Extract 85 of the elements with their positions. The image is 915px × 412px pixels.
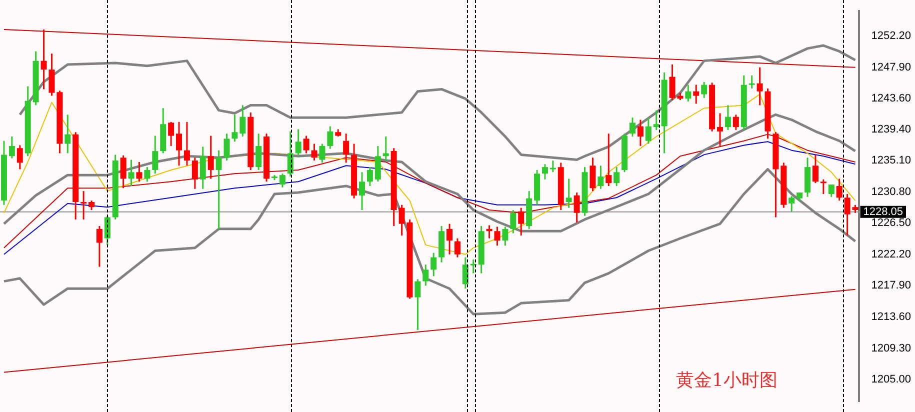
candlestick [486,224,492,240]
candlestick [216,150,222,230]
candlestick [200,146,206,190]
candlestick [64,114,71,154]
candlestick [144,166,150,182]
candlestick [311,143,318,162]
candlestick [502,226,508,246]
candlestick [788,195,795,212]
candlestick [653,110,660,131]
candlestick [422,264,429,286]
candlestick [717,112,724,147]
candlestick [629,116,636,138]
candlestick [598,164,604,190]
y-tick-label: 1209.30 [871,342,912,354]
candlestick [446,223,453,256]
candlestick [16,144,23,170]
candlestick [414,278,421,331]
candlestick [606,132,612,187]
candlestick [358,171,365,211]
candlestick [693,84,700,104]
candlestick [574,192,580,224]
candlestick [152,135,158,174]
y-tick-label: 1205.00 [871,374,912,386]
candlestick [279,172,286,188]
y-tick-label: 1252.20 [871,30,912,42]
y-tick-label: 1239.40 [871,123,912,136]
y-tick-label: 1230.80 [871,186,912,198]
candlestick [836,178,842,202]
ref-line-label: 1228.05 [863,206,904,218]
candlestick [224,132,230,162]
candlestick [184,121,190,166]
candlestick [128,159,134,187]
y-tick-label: 1235.10 [871,154,912,167]
candlestick [303,135,310,154]
candlestick [637,119,644,147]
candlestick [256,132,262,171]
candlestick [748,74,755,90]
candlestick [120,154,126,189]
candlestick [48,52,55,96]
y-tick-label: 1213.60 [871,311,912,324]
y-tick-label: 1243.60 [871,92,912,105]
candlestick [566,178,572,209]
candlestick [327,126,334,150]
y-tick-label: 1222.20 [871,248,912,260]
candlestick [645,116,652,145]
candlestick [295,128,302,157]
candlestick [820,178,826,195]
candlestick [430,252,437,277]
candlestick [756,66,763,106]
candlestick [8,136,15,160]
candlestick [550,160,556,173]
candlestick [724,104,731,131]
y-tick-label: 1247.90 [871,61,912,74]
candlestick [240,104,246,138]
candlestick [510,209,516,234]
candlestick [40,28,47,90]
candlestick [812,154,818,184]
candlestick [454,238,460,258]
candlestick [343,132,350,164]
candlestick [844,193,850,236]
candlestick [590,156,596,192]
candlestick [685,84,692,102]
candlestick [542,163,548,180]
annotation: 黄金1小时图 [676,369,778,392]
candlestick [494,226,500,246]
candlestick [80,190,87,220]
y-tick-label: 1217.90 [871,280,912,292]
candlestick [192,156,198,190]
candlestick [232,114,238,142]
candlestick [701,81,708,99]
candlestick [614,166,620,187]
candlestick [168,121,174,147]
candlestick [382,136,389,162]
candlestick [732,114,739,131]
candlestick [518,207,524,236]
y-tick-label: 1226.50 [871,217,912,230]
candlestick [208,135,214,180]
candlestick [828,184,834,198]
candlestick [366,166,373,187]
candlestick [96,225,102,268]
candlestick [319,143,326,164]
candlestick [374,145,381,182]
candlestick [136,161,142,182]
candlestick [88,200,94,211]
candlestick [176,121,182,166]
